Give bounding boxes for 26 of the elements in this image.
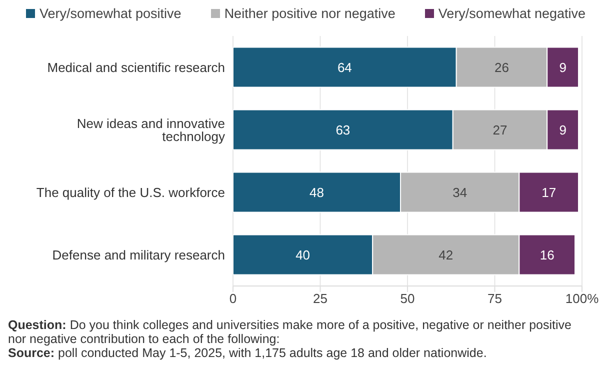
x-tick-label: 25 [313, 291, 328, 306]
data-label: 48 [310, 184, 324, 200]
data-label: 63 [336, 122, 350, 138]
data-label: 17 [542, 184, 556, 200]
data-label: 40 [296, 247, 310, 262]
x-tick-label: 0 [229, 291, 237, 306]
data-label: 27 [492, 122, 508, 138]
y-tick-label: New ideas and innovative technology [76, 116, 226, 144]
legend-label: Very/somewhat positive [38, 6, 182, 20]
y-tick-label: Defense and military research [52, 247, 225, 262]
x-tick-label: 100% [565, 291, 600, 306]
data-label: 64 [337, 60, 352, 75]
data-label: 9 [559, 122, 566, 138]
text: Question: Do you think colleges and universities make more of a positive, negative or neither positive nor negative contribution to each of the following: [8, 318, 572, 346]
y-tick-label: The quality of the U.S. workforce [36, 184, 225, 200]
data-label: 26 [494, 60, 509, 75]
source-note: Source: poll conducted May 1-5, 2025, with 1,175 adults age 18 and older nationwide. [8, 346, 487, 360]
data-label: 42 [438, 247, 454, 262]
data-label: 34 [452, 184, 468, 200]
data-label: 16 [540, 247, 554, 262]
legend-label: Very/somewhat negative [437, 6, 586, 20]
data-label: 9 [559, 60, 566, 75]
y-tick-label: Medical and scientific research [47, 60, 225, 75]
legend-label: Neither positive nor negative [223, 6, 396, 20]
x-tick-label: 50 [400, 291, 415, 306]
x-tick-label: 75 [488, 291, 502, 306]
